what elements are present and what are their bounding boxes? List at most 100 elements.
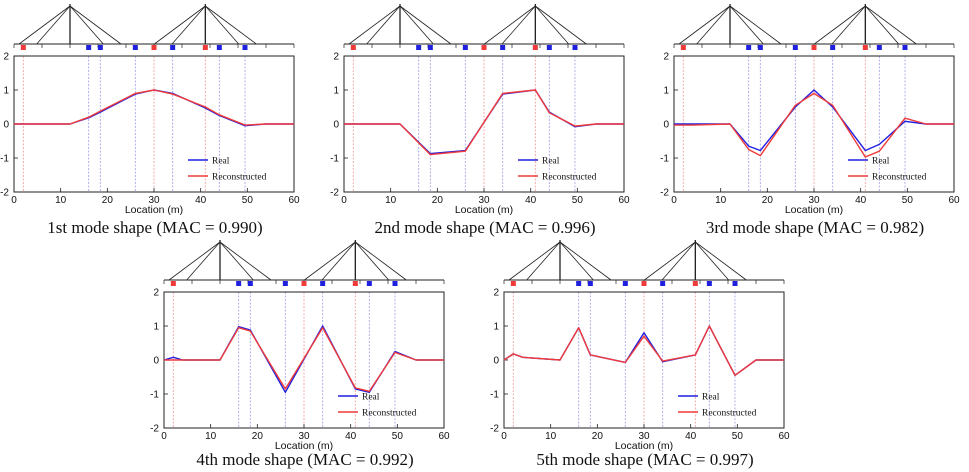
y-tick-label: -2 [330,188,339,199]
x-tick-label: 50 [392,431,404,442]
bridge-diagram [163,240,445,284]
y-tick-label: 0 [663,120,669,131]
sensor-marker-blue [622,281,628,286]
sensor-marker-blue [576,281,582,286]
y-tick-label: 2 [333,52,339,63]
legend: Real Reconstructed [678,393,757,419]
x-tick-label: 10 [385,195,397,206]
bridge-cable [154,5,206,45]
y-tick-label: -1 [330,154,339,165]
x-tick-label: 40 [195,195,207,206]
bridge-diagram [503,240,785,284]
bridge-cable [678,5,731,45]
bridge-cable [399,5,452,45]
bridge-cable [501,5,536,45]
mode-shape-panel-3: -2 -1 0 1 2 0 10 20 30 40 50 60 Location (m) Real Reco… [660,0,969,238]
sensor-marker-blue [366,281,372,286]
sensor-marker-blue [546,45,552,50]
x-tick-label: 30 [148,195,160,206]
sensor-marker-blue [97,45,103,50]
sensor-marker-red [481,45,487,50]
y-tick-label: 0 [3,120,9,131]
x-tick-label: 60 [438,431,450,442]
series-line-reconstructed [164,326,444,392]
bridge-cable [729,5,782,45]
sensor-marker-red [202,45,208,50]
sensor-marker-red [301,281,307,286]
bridge-cable [219,241,272,281]
bridge-cable [205,5,257,45]
chart-caption-2: 2nd mode shape (MAC = 0.996) [374,218,596,237]
x-tick-label: 0 [11,195,17,206]
x-tick-label: 60 [618,195,630,206]
chart-caption-1: 1st mode shape (MAC = 0.990) [47,218,263,237]
x-tick-label: 0 [501,431,507,442]
chart-caption-3: 3rd mode shape (MAC = 0.982) [705,218,925,237]
sensor-marker-blue [170,45,176,50]
bridge-diagram [343,4,625,48]
sensor-marker-red [20,45,26,50]
x-tick-label: 20 [592,431,604,442]
y-tick-label: 0 [493,356,499,367]
x-tick-label: 60 [778,431,790,442]
sensor-marker-blue [572,45,578,50]
sensor-marker-red [510,281,516,286]
sensor-marker-blue [320,281,326,286]
x-axis-label: Location (m) [125,204,183,216]
sensor-marker-blue [132,45,138,50]
series-line-reconstructed [503,325,784,377]
y-tick-label: 1 [493,322,499,333]
series-line-real [503,325,784,377]
legend: Real Reconstructed [338,393,417,419]
bridge-cable [18,5,71,45]
y-tick-label: -1 [150,390,159,401]
x-tick-label: 10 [205,431,217,442]
legend-label-reconstructed: Reconstructed [362,409,417,419]
bridge-cable [186,241,221,281]
bridge-cable [729,5,764,45]
sensor-marker-blue [392,281,398,286]
sensor-marker-blue [247,281,253,286]
bridge-cable [865,5,899,45]
bridge-cable [695,241,729,281]
bridge-diagram [13,4,295,48]
sensor-marker-red [352,281,358,286]
sensor-marker-blue [462,45,468,50]
y-tick-label: 0 [333,120,339,131]
x-tick-label: 50 [242,195,254,206]
series-line-reconstructed [674,92,954,158]
bridge-cable [644,241,696,281]
x-axis-label: Location (m) [785,204,843,216]
sensor-marker-blue [587,281,593,286]
x-tick-label: 40 [685,431,697,442]
sensor-marker-blue [792,45,798,50]
y-tick-label: 1 [3,86,9,97]
sensor-marker-red [350,45,356,50]
bridge-cable [814,5,866,45]
legend-label-real: Real [212,157,230,167]
y-tick-label: -1 [490,390,499,401]
x-tick-label: 40 [525,195,537,206]
sensor-marker-blue [757,45,763,50]
sensor-marker-blue [902,45,908,50]
sensor-marker-blue [236,281,242,286]
legend-label-real: Real [542,157,560,167]
sensor-marker-red [862,45,868,50]
sensor-marker-blue [830,45,836,50]
bridge-cable [535,5,587,45]
bridge-cable [355,241,389,281]
y-tick-label: 2 [153,288,159,299]
x-tick-label: 50 [732,431,744,442]
bridge-diagram [673,4,955,48]
bridge-cable [559,241,612,281]
bridge-cable [535,5,569,45]
bridge-cable [219,241,254,281]
series-line-reconstructed [344,89,624,156]
legend: Real Reconstructed [188,157,267,183]
x-tick-label: 0 [161,431,167,442]
sensor-marker-blue [500,45,506,50]
y-tick-label: -1 [0,154,9,165]
bridge-cable [171,5,206,45]
